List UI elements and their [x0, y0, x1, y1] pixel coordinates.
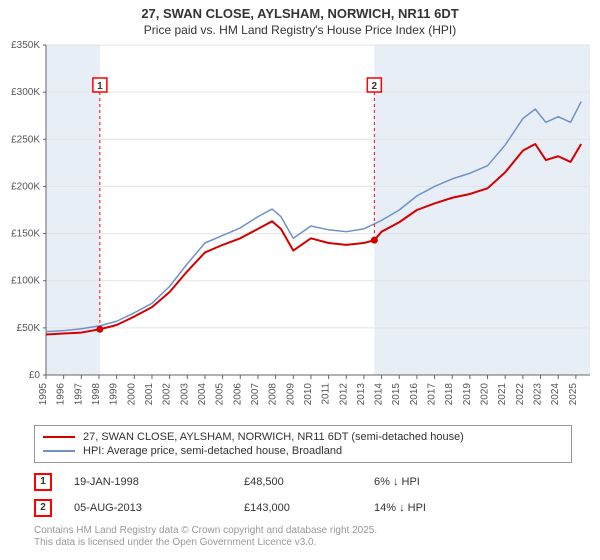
svg-text:1998: 1998: [91, 382, 102, 405]
svg-text:2003: 2003: [179, 382, 190, 405]
transaction-price: £143,000: [244, 502, 374, 514]
svg-text:1999: 1999: [109, 382, 120, 405]
svg-text:2014: 2014: [374, 382, 385, 405]
svg-text:2023: 2023: [533, 382, 544, 405]
transaction-marker: 1: [34, 473, 52, 491]
svg-text:2000: 2000: [126, 382, 137, 405]
svg-text:£50K: £50K: [17, 323, 41, 334]
credit-text: Contains HM Land Registry data © Crown c…: [34, 525, 572, 550]
transaction-diff: 14% ↓ HPI: [374, 502, 426, 514]
svg-text:2: 2: [372, 81, 378, 92]
svg-text:2020: 2020: [480, 382, 491, 405]
transactions-table: 1 19-JAN-1998£48,5006% ↓ HPI 2 05-AUG-2013£…: [34, 469, 572, 521]
svg-text:£300K: £300K: [11, 87, 40, 98]
credit-line2: This data is licensed under the Open Gov…: [34, 537, 572, 550]
transaction-date: 05-AUG-2013: [74, 502, 244, 514]
chart-svg: £0 £50K £100K £150K £200K £250K £300K £350K 1995…: [0, 39, 600, 419]
transaction-row: 2 05-AUG-2013£143,00014% ↓ HPI: [34, 495, 572, 521]
svg-text:2022: 2022: [515, 382, 526, 405]
legend-label: 27, SWAN CLOSE, AYLSHAM, NORWICH, NR11 6…: [83, 431, 464, 443]
svg-text:2012: 2012: [338, 382, 349, 405]
svg-text:2001: 2001: [144, 382, 155, 405]
svg-text:2025: 2025: [568, 382, 579, 405]
transaction-row: 1 19-JAN-1998£48,5006% ↓ HPI: [34, 469, 572, 495]
svg-text:2005: 2005: [215, 382, 226, 405]
price-chart: £0 £50K £100K £150K £200K £250K £300K £350K 1995…: [0, 39, 600, 419]
svg-text:2004: 2004: [197, 382, 208, 405]
svg-text:2010: 2010: [303, 382, 314, 405]
chart-title-line2: Price paid vs. HM Land Registry's House …: [0, 23, 600, 39]
svg-text:2008: 2008: [268, 382, 279, 405]
transaction-diff: 6% ↓ HPI: [374, 476, 420, 488]
svg-text:2013: 2013: [356, 382, 367, 405]
svg-text:2018: 2018: [444, 382, 455, 405]
legend-swatch: [43, 436, 75, 438]
svg-text:£350K: £350K: [11, 40, 40, 51]
svg-text:2019: 2019: [462, 382, 473, 405]
svg-text:£100K: £100K: [11, 276, 40, 287]
svg-text:2015: 2015: [391, 382, 402, 405]
svg-text:2002: 2002: [162, 382, 173, 405]
chart-title-line1: 27, SWAN CLOSE, AYLSHAM, NORWICH, NR11 6…: [0, 0, 600, 23]
svg-text:2017: 2017: [427, 382, 438, 405]
svg-text:£200K: £200K: [11, 181, 40, 192]
svg-text:£250K: £250K: [11, 134, 40, 145]
svg-text:2011: 2011: [321, 382, 332, 404]
legend-swatch: [43, 450, 75, 452]
svg-text:2024: 2024: [550, 382, 561, 405]
transaction-date: 19-JAN-1998: [74, 476, 244, 488]
svg-text:1997: 1997: [73, 382, 84, 405]
credit-line1: Contains HM Land Registry data © Crown c…: [34, 525, 572, 538]
svg-text:2006: 2006: [232, 382, 243, 405]
legend-item: HPI: Average price, semi-detached house,…: [43, 444, 563, 458]
legend-item: 27, SWAN CLOSE, AYLSHAM, NORWICH, NR11 6…: [43, 430, 563, 444]
svg-text:£150K: £150K: [11, 228, 40, 239]
transaction-price: £48,500: [244, 476, 374, 488]
svg-text:1996: 1996: [56, 382, 67, 405]
legend: 27, SWAN CLOSE, AYLSHAM, NORWICH, NR11 6…: [34, 425, 572, 463]
svg-text:£0: £0: [29, 370, 41, 381]
svg-text:2016: 2016: [409, 382, 420, 405]
svg-text:2009: 2009: [285, 382, 296, 405]
svg-text:1995: 1995: [38, 382, 49, 405]
legend-label: HPI: Average price, semi-detached house,…: [83, 445, 342, 457]
svg-text:1: 1: [97, 81, 103, 92]
svg-text:2007: 2007: [250, 382, 261, 405]
transaction-marker: 2: [34, 499, 52, 517]
svg-text:2021: 2021: [497, 382, 508, 405]
